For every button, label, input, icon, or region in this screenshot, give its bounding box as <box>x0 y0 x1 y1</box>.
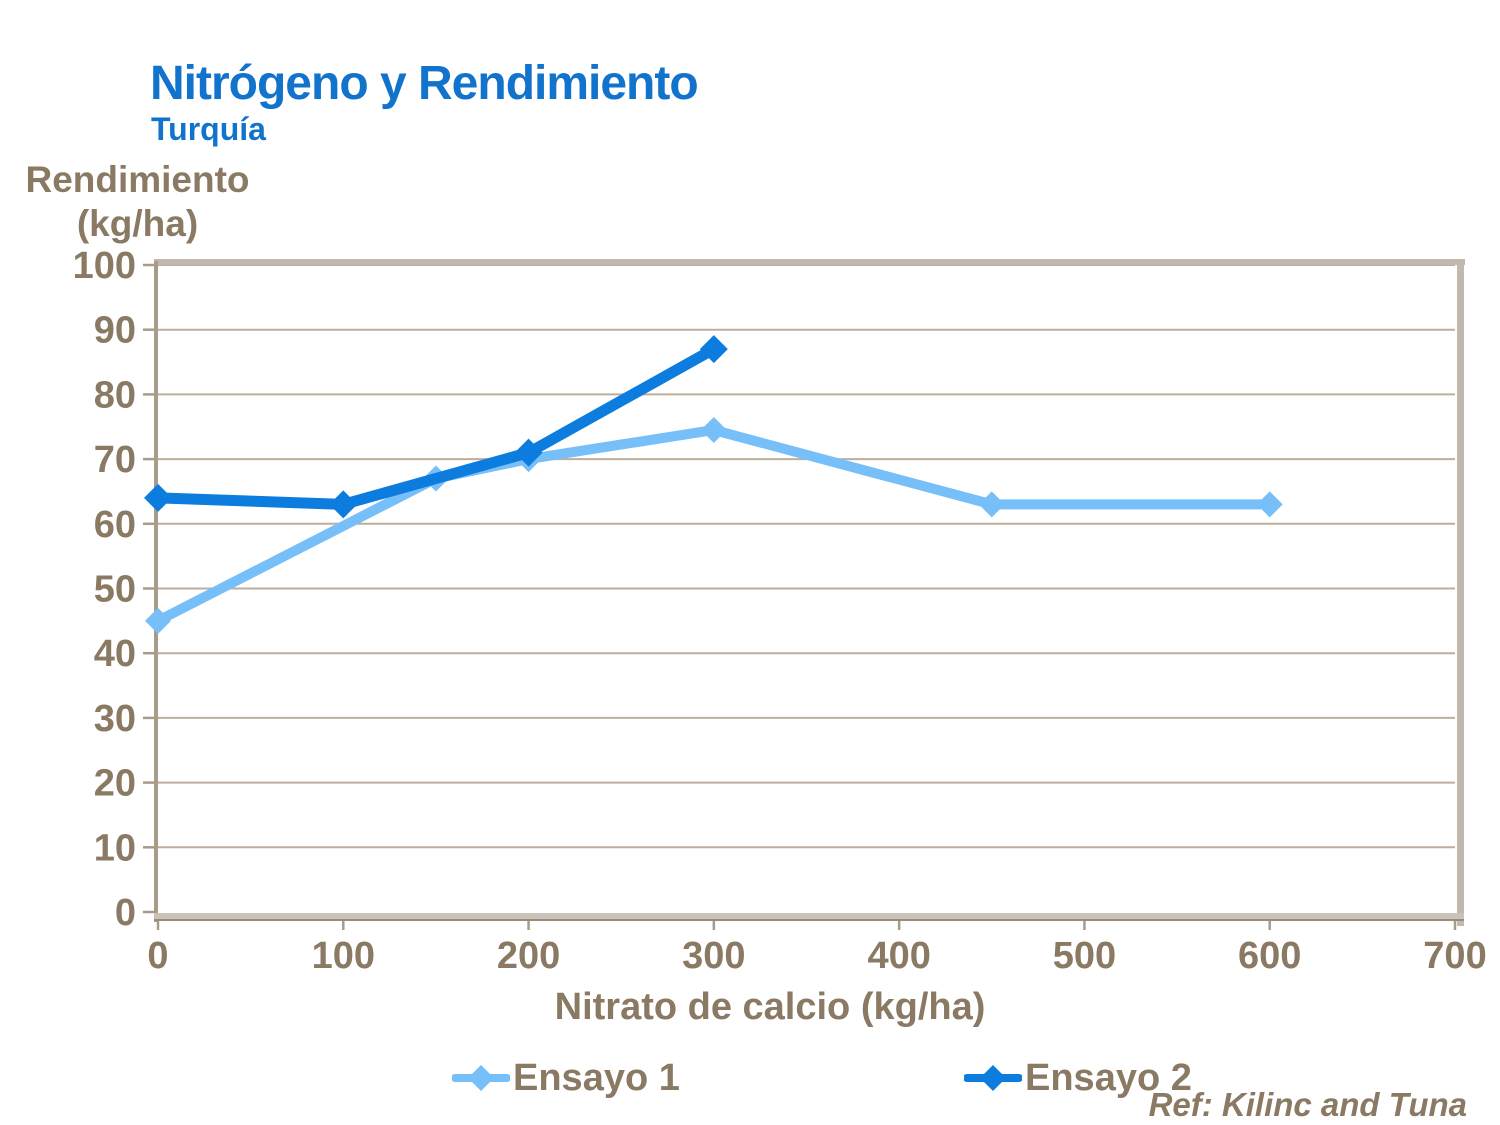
data-point-ensayo-2-x100 <box>329 490 358 519</box>
data-point-ensayo-2-x200 <box>514 438 543 467</box>
legend-label-ensayo-2: Ensayo 2 <box>1025 1056 1192 1099</box>
legend-item-ensayo-1: Ensayo 1 <box>452 1054 680 1102</box>
x-tick-label-400: 400 <box>867 935 930 977</box>
plot-frame-top <box>154 259 1465 265</box>
y-axis-title: Rendimiento (kg/ha) <box>10 158 265 245</box>
plot-frame-right <box>1457 259 1464 926</box>
data-point-ensayo-1-x450 <box>978 491 1005 518</box>
y-axis-title-line1: Rendimiento <box>25 159 250 200</box>
y-axis-line <box>154 261 158 922</box>
x-tick-label-300: 300 <box>682 935 745 977</box>
y-tick-label-30: 30 <box>94 698 136 740</box>
legend-item-ensayo-2: Ensayo 2 <box>964 1054 1192 1102</box>
x-tick-label-100: 100 <box>312 935 375 977</box>
x-tick-label-600: 600 <box>1238 935 1301 977</box>
ensayo-1-marker-icon <box>452 1065 510 1091</box>
x-axis-title: Nitrato de calcio (kg/ha) <box>554 986 986 1028</box>
x-tick-label-0: 0 <box>147 935 168 977</box>
x-tick-label-700: 700 <box>1423 935 1486 977</box>
x-tick-label-200: 200 <box>497 935 560 977</box>
y-tick-label-80: 80 <box>94 374 136 416</box>
series-line-ensayo-2 <box>152 343 720 510</box>
data-point-ensayo-2-x0 <box>144 483 172 512</box>
y-tick-label-50: 50 <box>94 569 136 611</box>
data-point-ensayo-1-x600 <box>1256 491 1283 518</box>
x-tick-label-500: 500 <box>1053 935 1116 977</box>
y-tick-label-0: 0 <box>115 892 136 934</box>
legend-label-ensayo-1: Ensayo 1 <box>513 1056 680 1099</box>
y-tick-label-100: 100 <box>73 245 136 287</box>
y-tick-label-10: 10 <box>94 827 136 869</box>
y-tick-label-90: 90 <box>94 310 136 352</box>
x-axis-line <box>154 913 1464 920</box>
legend: Ensayo 1 Ensayo 2 <box>0 1054 1500 1102</box>
y-tick-label-40: 40 <box>94 633 136 675</box>
x-axis-line-edge <box>154 919 1464 921</box>
data-point-ensayo-1-x300 <box>700 416 727 443</box>
y-tick-label-70: 70 <box>94 439 136 481</box>
reference-text: Ref: Kilinc and Tuna <box>1148 1086 1467 1123</box>
series-line-ensayo-1 <box>153 424 1275 626</box>
y-axis-title-line2: (kg/ha) <box>76 202 199 244</box>
data-point-ensayo-1-x0 <box>145 607 171 634</box>
chart-title: Nitrógeno y Rendimiento <box>150 57 699 110</box>
y-tick-label-20: 20 <box>94 763 136 805</box>
chart-subtitle: Turquía <box>151 111 266 147</box>
y-tick-label-60: 60 <box>94 504 136 546</box>
ensayo-2-marker-icon <box>964 1065 1022 1091</box>
data-point-ensayo-2-x300 <box>699 335 728 364</box>
